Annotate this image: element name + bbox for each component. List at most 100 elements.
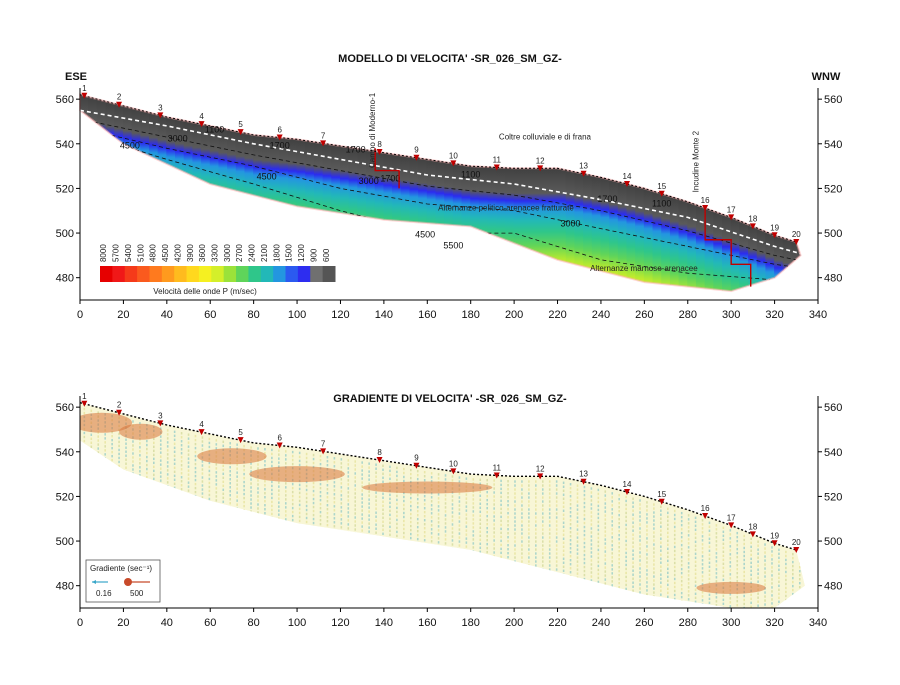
velocity-strip: [730, 217, 741, 292]
velocity-strip: [635, 186, 645, 292]
geophone-marker: [771, 540, 778, 547]
velocity-strip: [765, 231, 776, 292]
velocity-strip: [609, 179, 619, 292]
gradient-y-tick-label-left: 500: [56, 536, 74, 548]
geophone-label: 12: [536, 464, 545, 473]
contour-label: 3000: [359, 176, 379, 186]
geophone-label: 7: [321, 131, 326, 140]
velocity-axes: 0 20 40 60 80 100 120 140 160 180 200 220 240 260 280 3…: [56, 88, 842, 321]
velocity-x-tick-label: 40: [161, 309, 173, 321]
velocity-strip: [669, 196, 680, 292]
velocity-strip: [565, 170, 576, 292]
color-scale-value: 3000: [223, 244, 232, 262]
gradient-y-tick-label-right: 500: [824, 536, 842, 548]
color-scale-swatch: [297, 266, 311, 282]
geophone-marker: [376, 149, 383, 156]
geophone-marker: [658, 190, 665, 197]
color-scale-swatch: [310, 266, 324, 282]
geophone-label: 10: [449, 459, 458, 468]
geophone-marker: [537, 473, 544, 480]
velocity-x-tick-label: 260: [635, 309, 653, 321]
geophone-marker: [749, 531, 756, 538]
velocity-strip: [88, 96, 98, 289]
color-scale-swatch: [236, 266, 249, 282]
velocity-strip: [782, 237, 793, 292]
color-scale-swatch: [260, 266, 274, 282]
geophone-marker: [198, 121, 205, 128]
geophone-label: 15: [657, 490, 666, 499]
velocity-y-tick-label-left: 540: [56, 139, 74, 151]
geophone-marker: [237, 437, 244, 444]
velocity-strip: [435, 160, 446, 292]
color-scale-value: 900: [309, 248, 318, 262]
velocity-strip: [678, 199, 689, 292]
geophone-label: 4: [199, 112, 204, 121]
high-gradient-zone: [249, 466, 345, 483]
color-scale-swatch: [285, 266, 299, 282]
velocity-strip: [322, 143, 333, 292]
velocity-strip: [478, 166, 489, 292]
geophone-marker: [450, 160, 457, 167]
gradient-axes: 0 20 40 60 80 100 120 140 160 180 200 220 240 260 280 3…: [56, 396, 842, 629]
geophone-marker: [793, 546, 800, 553]
gradient-x-tick-label: 80: [248, 617, 260, 629]
contour-label: 4500: [257, 171, 277, 181]
geophone-label: 11: [493, 155, 502, 164]
velocity-strip: [400, 155, 411, 292]
color-scale-value: 4800: [149, 244, 158, 262]
velocity-strip: [461, 164, 472, 292]
geophone-marker: [580, 478, 587, 485]
geophone-label: 2: [117, 401, 122, 410]
gradient-x-tick-label: 120: [331, 617, 349, 629]
gradient-x-tick-label: 340: [809, 617, 827, 629]
color-scale-value: 3900: [186, 244, 195, 262]
velocity-strip: [739, 221, 750, 292]
gradient-section: [80, 402, 805, 608]
geophone-label: 7: [321, 439, 326, 448]
velocity-x-tick-label: 320: [765, 309, 783, 321]
geophone-label: 14: [623, 172, 632, 181]
geophone-marker: [493, 472, 500, 479]
gradient-panel: GRADIENTE DI VELOCITA' -SR_026_SM_GZ- 0 2…: [56, 392, 843, 629]
geophone-label: 9: [414, 146, 419, 155]
velocity-x-tick-label: 240: [592, 309, 610, 321]
geophone-marker: [493, 164, 500, 171]
color-scale-swatch: [124, 266, 138, 282]
geophone-label: 3: [158, 411, 163, 420]
gradient-x-tick-label: 0: [77, 617, 83, 629]
geophone-label: 19: [770, 531, 779, 540]
geophone-label: 6: [277, 126, 282, 135]
color-scale-value: 4200: [173, 244, 182, 262]
gradient-legend-box: [85, 559, 161, 603]
color-scale-value: 2400: [248, 244, 257, 262]
velocity-x-tick-label: 0: [77, 309, 83, 321]
color-scale-swatch: [211, 266, 225, 282]
velocity-strip: [261, 135, 272, 292]
gradient-legend-title: Gradiente (sec⁻¹): [90, 564, 152, 573]
contour-label: 1700: [346, 145, 366, 155]
geophone-marker: [320, 448, 327, 455]
velocity-strip: [296, 139, 307, 292]
contour-label: 1100: [205, 125, 224, 135]
velocity-strip: [574, 171, 585, 292]
velocity-strip: [652, 191, 663, 292]
gradient-legend-max-label: 500: [130, 589, 144, 598]
geophone-label: 16: [701, 504, 710, 513]
geology-annotation: Coltre colluviale e di frana: [499, 132, 592, 141]
model-outline: [79, 93, 802, 293]
contour-label: 5500: [443, 241, 463, 251]
velocity-strip: [583, 173, 593, 292]
color-scale-title: Velocità delle onde P (m/sec): [153, 287, 257, 296]
velocity-strip: [591, 175, 602, 292]
color-scale-swatch: [161, 266, 175, 282]
gradient-y-tick-label-left: 540: [56, 447, 74, 459]
geophone-label: 1: [82, 392, 87, 401]
velocity-strip: [305, 140, 315, 292]
geophone-label: 11: [493, 463, 502, 472]
color-scale-swatch: [248, 266, 262, 282]
velocity-x-tick-label: 60: [204, 309, 216, 321]
velocity-strip: [522, 168, 532, 292]
velocity-strip: [313, 142, 324, 292]
velocity-model-title: MODELLO DI VELOCITA' -SR_026_SM_GZ-: [338, 53, 562, 65]
